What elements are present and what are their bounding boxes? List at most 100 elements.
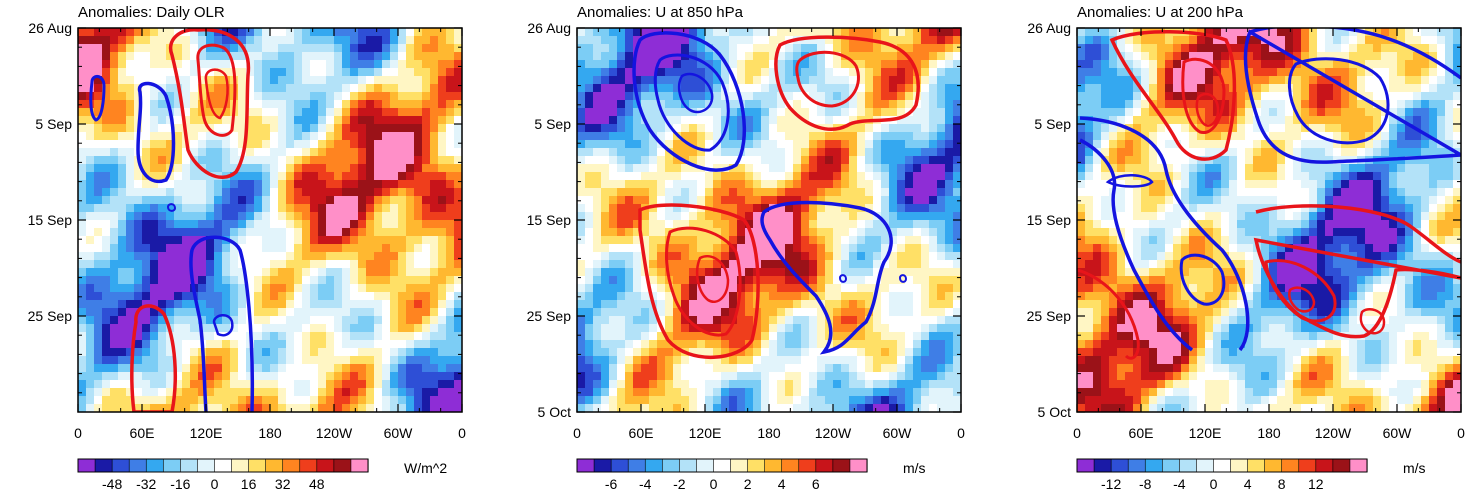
heatmap-cell [230, 332, 239, 341]
heatmap-cell [374, 220, 383, 229]
heatmap-cell [270, 68, 279, 77]
heatmap-cell [166, 244, 175, 253]
heatmap-cell [953, 324, 961, 333]
heatmap-cell [182, 60, 191, 69]
heatmap-cell [166, 348, 175, 357]
heatmap-cell [673, 276, 682, 285]
heatmap-cell [801, 276, 810, 285]
heatmap-cell [801, 236, 810, 245]
heatmap-cell [238, 204, 247, 213]
heatmap-cell [238, 68, 247, 77]
heatmap-cell [454, 108, 462, 117]
heatmap-cell [737, 68, 746, 77]
heatmap-cell [801, 348, 810, 357]
heatmap-cell [793, 116, 802, 125]
heatmap-cell [841, 212, 850, 221]
heatmap-cell [278, 212, 287, 221]
heatmap-cell [190, 84, 199, 93]
heatmap-cell [414, 92, 423, 101]
heatmap-cell [302, 260, 311, 269]
heatmap-cell [78, 164, 87, 173]
heatmap-cell [745, 396, 754, 405]
heatmap-cell [254, 60, 263, 69]
heatmap-cell [270, 28, 279, 37]
heatmap-cell [689, 124, 698, 133]
heatmap-cell [761, 100, 770, 109]
heatmap-cell [294, 372, 303, 381]
heatmap-cell [174, 196, 183, 205]
heatmap-cell [833, 76, 842, 85]
heatmap-cell [310, 268, 319, 277]
heatmap-cell [1381, 28, 1390, 37]
heatmap-cell [953, 84, 961, 93]
heatmap-cell [222, 260, 231, 269]
heatmap-cell [609, 252, 618, 261]
heatmap-cell [374, 100, 383, 109]
heatmap-cell [158, 300, 167, 309]
heatmap-cell [158, 148, 167, 157]
heatmap-cell [382, 164, 391, 173]
heatmap-cell [657, 372, 666, 381]
heatmap-cell [585, 164, 594, 173]
heatmap-cell [777, 140, 786, 149]
heatmap-cell [166, 188, 175, 197]
heatmap-cell [390, 164, 399, 173]
heatmap-cell [446, 172, 455, 181]
heatmap-cell [350, 92, 359, 101]
heatmap-cell [889, 28, 898, 37]
heatmap-cell [881, 124, 890, 133]
heatmap-cell [390, 396, 399, 405]
heatmap-cell [166, 52, 175, 61]
heatmap-cell [713, 164, 722, 173]
heatmap-cell [350, 156, 359, 165]
heatmap-cell [593, 220, 602, 229]
heatmap-cell [601, 124, 610, 133]
heatmap-cell [422, 364, 431, 373]
heatmap-cell [625, 252, 634, 261]
heatmap-cell [318, 212, 327, 221]
heatmap-cell [366, 404, 375, 412]
heatmap-cell [905, 100, 914, 109]
heatmap-cell [585, 188, 594, 197]
heatmap-cell [809, 52, 818, 61]
heatmap-cell [158, 404, 167, 412]
heatmap-cell [334, 228, 343, 237]
heatmap-cell [198, 388, 207, 397]
heatmap-cell [254, 212, 263, 221]
heatmap-cell [238, 316, 247, 325]
heatmap-cell [126, 164, 135, 173]
heatmap-cell [94, 108, 103, 117]
heatmap-cell [286, 356, 295, 365]
heatmap-cell [793, 196, 802, 205]
heatmap-cell [793, 396, 802, 405]
heatmap-cell [937, 116, 946, 125]
heatmap-cell [761, 196, 770, 205]
heatmap-cell [825, 388, 834, 397]
heatmap-cell [833, 148, 842, 157]
heatmap-cell [753, 156, 762, 165]
heatmap-cell [366, 100, 375, 109]
heatmap-cell [382, 276, 391, 285]
heatmap-cell [430, 268, 439, 277]
heatmap-cell [310, 308, 319, 317]
heatmap-cell [406, 372, 415, 381]
heatmap-cell [801, 108, 810, 117]
heatmap-cell [865, 396, 874, 405]
heatmap-cell [769, 108, 778, 117]
heatmap-cell [318, 100, 327, 109]
heatmap-cell [753, 140, 762, 149]
heatmap-cell [921, 340, 930, 349]
heatmap-cell [681, 404, 690, 412]
heatmap-cell [817, 228, 826, 237]
heatmap-cell [142, 156, 151, 165]
heatmap-cell [446, 60, 455, 69]
heatmap-cell [262, 68, 271, 77]
heatmap-cell [150, 36, 159, 45]
heatmap-cell [777, 348, 786, 357]
heatmap-cell [142, 364, 151, 373]
heatmap-cell [190, 236, 199, 245]
heatmap-cell [609, 124, 618, 133]
heatmap-cell [641, 236, 650, 245]
heatmap-cell [593, 300, 602, 309]
heatmap-cell [753, 388, 762, 397]
